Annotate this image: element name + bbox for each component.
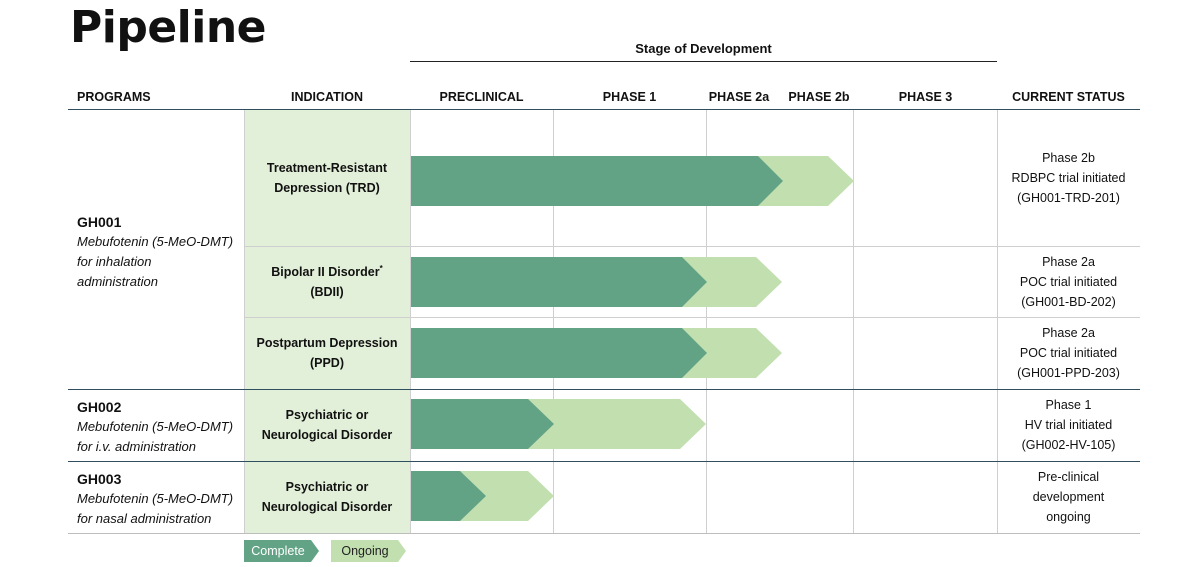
legend-complete-label: Complete	[251, 544, 305, 558]
indication-ppd: Postpartum Depression (PPD)	[244, 317, 410, 389]
indication-column-background	[244, 110, 410, 533]
indication-gh002: Psychiatric or Neurological Disorder	[244, 389, 410, 461]
header-phase1: PHASE 1	[602, 90, 657, 104]
status-line: Phase 2a	[1042, 254, 1095, 269]
program-gh001: GH001 Mebufotenin (5-MeO-DMT) for inhala…	[77, 212, 233, 292]
program-gh002: GH002 Mebufotenin (5-MeO-DMT) for i.v. a…	[77, 397, 233, 457]
status-line: Phase 2a	[1042, 326, 1095, 340]
complete-arrow-bdii	[411, 257, 707, 307]
grid-vline-status-left	[997, 110, 998, 533]
program-description: for inhalation	[77, 254, 152, 269]
status-line: RDBPC trial initiated	[1011, 171, 1126, 185]
indication-line: Psychiatric or	[285, 408, 369, 422]
stage-underline	[410, 61, 997, 62]
status-line: (GH001-PPD-203)	[1017, 366, 1120, 380]
indication-line: Psychiatric or	[285, 480, 369, 494]
program-description: Mebufotenin (5-MeO-DMT)	[77, 419, 234, 434]
indication-line: Neurological Disorder	[261, 500, 393, 514]
program-description: administration	[77, 274, 158, 289]
status-ppd: Phase 2a POC trial initiated (GH001-PPD-20…	[997, 317, 1140, 389]
indication-line: Treatment-Resistant	[266, 161, 388, 175]
indication-line: (BDII)	[310, 284, 344, 299]
complete-arrow-gh002	[411, 399, 554, 449]
indication-bdii: Bipolar II Disorder* (BDII)	[244, 246, 410, 317]
ongoing-arrow-gh002	[500, 399, 706, 449]
footnote-mark: *	[379, 263, 383, 273]
indication-line: Postpartum Depression	[256, 336, 398, 350]
status-line: HV trial initiated	[1024, 418, 1113, 432]
header-phase2b: PHASE 2b	[788, 90, 850, 104]
header-phase3: PHASE 3	[898, 90, 953, 104]
indication-gh003: Psychiatric or Neurological Disorder	[244, 461, 410, 533]
legend-complete-swatch	[244, 540, 319, 562]
status-line: POC trial initiated	[1019, 346, 1118, 360]
grid-vline-phase1-left	[553, 110, 554, 533]
page-title: Pipeline	[70, 2, 267, 53]
status-line: POC trial initiated	[1019, 274, 1118, 289]
complete-arrow-gh003	[411, 471, 486, 521]
grid-hline-row1	[244, 246, 1140, 247]
program-code: GH002	[77, 399, 122, 415]
status-line: development	[1032, 490, 1105, 504]
program-divider-gh002	[68, 389, 1140, 390]
indication-line: Neurological Disorder	[261, 428, 393, 442]
status-line: Phase 1	[1045, 398, 1092, 412]
header-preclinical: PRECLINICAL	[439, 90, 524, 104]
status-gh002: Phase 1 HV trial initiated (GH002-HV-105)	[997, 389, 1140, 461]
complete-arrow-ppd	[411, 328, 707, 378]
program-divider-gh003	[68, 461, 1140, 462]
grid-vline-indication-left	[244, 110, 245, 533]
program-description: Mebufotenin (5-MeO-DMT)	[77, 234, 234, 249]
header-programs: PROGRAMS	[77, 90, 151, 104]
status-line: (GH001-TRD-201)	[1017, 191, 1120, 205]
legend-ongoing-swatch	[331, 540, 406, 562]
status-line: (GH001-BD-202)	[1021, 294, 1116, 309]
status-line: Pre-clinical	[1037, 470, 1100, 484]
program-code: GH001	[77, 214, 122, 230]
program-description: for i.v. administration	[77, 439, 196, 454]
program-description: Mebufotenin (5-MeO-DMT)	[77, 491, 234, 506]
grid-vline-preclinical-left	[410, 110, 411, 533]
status-line: (GH002-HV-105)	[1021, 438, 1116, 452]
complete-arrow-trd	[411, 156, 783, 206]
header-phase2a: PHASE 2a	[708, 90, 770, 104]
status-gh003: Pre-clinical development ongoing	[997, 461, 1140, 533]
stage-of-development-label: Stage of Development	[635, 41, 772, 56]
indication-trd: Treatment-Resistant Depression (TRD)	[244, 110, 410, 246]
program-gh003: GH003 Mebufotenin (5-MeO-DMT) for nasal …	[77, 469, 233, 529]
indication-line: Depression (TRD)	[274, 181, 380, 195]
indication-line: Bipolar II Disorder	[271, 264, 380, 279]
grid-vline-phase2a-left	[706, 110, 707, 533]
status-trd: Phase 2b RDBPC trial initiated (GH001-TRD-…	[997, 110, 1140, 246]
header-current-status: CURRENT STATUS	[1012, 90, 1125, 104]
status-bdii: Phase 2a POC trial initiated (GH001-BD-202…	[997, 246, 1140, 317]
header-divider	[68, 109, 1140, 110]
table-bottom-border	[68, 533, 1140, 534]
header-indication: INDICATION	[291, 90, 363, 104]
program-code: GH003	[77, 471, 122, 487]
legend-ongoing-label: Ongoing	[341, 544, 389, 558]
status-line: ongoing	[1046, 510, 1091, 524]
program-description: for nasal administration	[77, 511, 212, 526]
grid-vline-phase3-left	[853, 110, 854, 533]
indication-line: (PPD)	[309, 356, 344, 370]
status-line: Phase 2b	[1042, 151, 1095, 165]
grid-hline-row2	[244, 317, 1140, 318]
